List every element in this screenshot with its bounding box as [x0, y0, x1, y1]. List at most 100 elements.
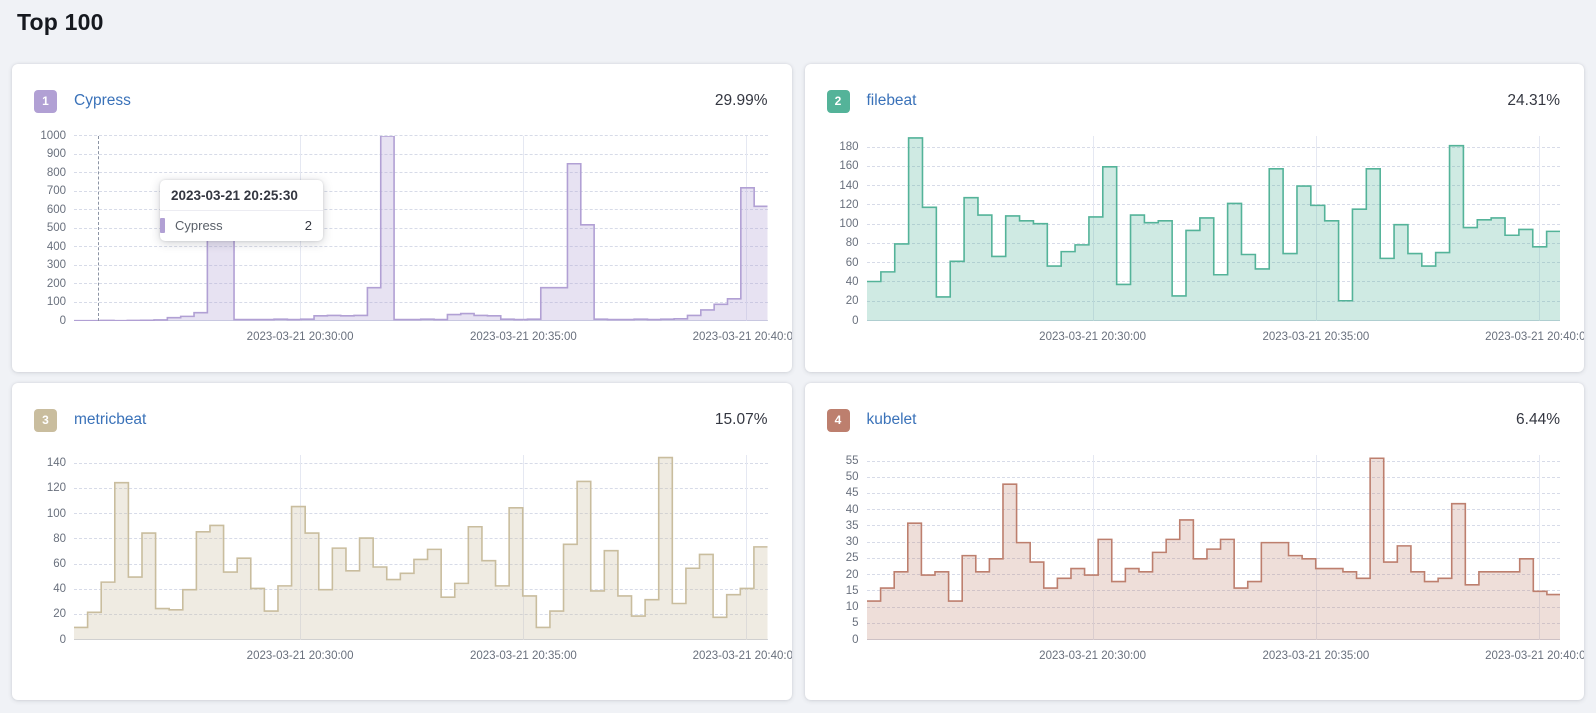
x-axis-tick-label: 2023-03-21 20:30:00	[1039, 650, 1146, 662]
grid-line-horizontal	[866, 146, 1560, 148]
y-axis-tick-label: 800	[46, 166, 66, 179]
y-axis-tick-label: 5	[852, 617, 859, 630]
y-axis-tick-label: 80	[53, 532, 66, 545]
x-axis-tick-label: 2023-03-21 20:40:00	[1485, 650, 1584, 662]
y-axis-tick-label: 40	[845, 275, 859, 288]
y-axis-tick-label: 0	[852, 633, 859, 646]
panel-header: 2 filebeat 24.31%	[826, 88, 1560, 114]
grid-line-horizontal	[74, 613, 768, 615]
grid-line-horizontal	[866, 590, 1560, 592]
percent-value: 24.31%	[1507, 92, 1560, 109]
series-name-link[interactable]: metricbeat	[74, 411, 147, 428]
grid-line-horizontal	[866, 320, 1560, 321]
panel-card: 2 filebeat 24.31% 0 20 40 60 80 100 120 140 160 1…	[804, 64, 1584, 372]
chart-area[interactable]: 2023-03-21 20:25:30 Cypress 2	[74, 135, 768, 321]
x-axis-row: 2023-03-21 20:30:00 2023-03-21 20:35:00 20…	[34, 328, 792, 348]
panel-grid: 1 Cypress 29.99% 0 100 200 300 400 500 600 700 8…	[12, 64, 1584, 700]
y-axis-tick-label: 300	[46, 258, 66, 271]
grid-line-horizontal	[74, 190, 768, 192]
grid-line-vertical	[746, 136, 747, 321]
grid-line-horizontal	[74, 227, 768, 229]
x-axis-row: 2023-03-21 20:30:00 2023-03-21 20:35:00 20…	[827, 328, 1584, 348]
y-axis-tick-label: 15	[845, 584, 859, 597]
x-axis: 2023-03-21 20:30:00 2023-03-21 20:35:00 20…	[74, 647, 792, 667]
y-axis-tick-label: 0	[59, 633, 66, 646]
grid-line-horizontal	[866, 509, 1560, 511]
y-axis-tick-label: 0	[59, 314, 66, 327]
x-axis-tick-label: 2023-03-21 20:35:00	[1262, 331, 1370, 343]
panel-card: 3 metricbeat 15.07% 0 20 40 60 80 100 120 140 2…	[12, 383, 792, 700]
y-axis-tick-label: 160	[839, 160, 859, 173]
grid-line-horizontal	[866, 476, 1560, 478]
y-axis-tick-label: 200	[46, 277, 66, 290]
panel-card: 1 Cypress 29.99% 0 100 200 300 400 500 600 700 8…	[12, 64, 792, 372]
y-axis-tick-label: 45	[845, 487, 859, 500]
step-area-chart	[866, 455, 1560, 640]
y-axis-tick-label: 700	[46, 184, 66, 197]
grid-line-horizontal	[866, 606, 1560, 608]
y-axis-tick-label: 20	[845, 568, 859, 581]
chart-area[interactable]	[866, 455, 1560, 640]
series-name-link[interactable]: Cypress	[74, 92, 131, 109]
grid-line-horizontal	[74, 320, 768, 321]
chart-area[interactable]	[866, 136, 1561, 321]
y-axis-tick-label: 1000	[40, 129, 66, 142]
grid-line-vertical	[523, 136, 525, 321]
series-outline	[867, 138, 1561, 301]
chart-area[interactable]	[74, 455, 768, 640]
grid-line-horizontal	[866, 300, 1560, 302]
tooltip-time: 2023-03-21 20:25:30	[160, 180, 323, 211]
page-title: Top 100	[17, 9, 104, 35]
y-axis-tick-label: 900	[46, 147, 66, 160]
y-axis-tick-label: 100	[46, 295, 66, 308]
grid-line-horizontal	[74, 264, 768, 266]
x-axis-tick-label: 2023-03-21 20:35:00	[469, 331, 577, 343]
grid-line-horizontal	[866, 622, 1560, 624]
percent-value: 6.44%	[1516, 411, 1560, 428]
series-name-link[interactable]: filebeat	[866, 92, 917, 109]
panel-card: 4 kubelet 6.44% 0 5 10 15 20 25 30 35 40 45 50 55 2…	[804, 383, 1584, 700]
y-axis-tick-label: 55	[845, 454, 859, 467]
grid-line-horizontal	[866, 639, 1560, 640]
series-area-fill	[74, 457, 768, 640]
x-axis-tick-label: 2023-03-21 20:30:00	[246, 331, 354, 343]
y-axis: 0 100 200 300 400 500 600 700 800 900 1000	[34, 130, 74, 326]
series-outline	[74, 136, 768, 321]
y-axis-tick-label: 80	[845, 237, 859, 250]
series-area-fill	[866, 458, 1560, 640]
rank-badge: 4	[826, 408, 850, 432]
grid-line-horizontal	[74, 301, 768, 303]
y-axis: 0 5 10 15 20 25 30 35 40 45 50 55	[827, 454, 867, 645]
x-axis-tick-label: 2023-03-21 20:35:00	[469, 650, 577, 662]
grid-line-vertical	[1538, 136, 1540, 321]
tooltip-series-label: Cypress	[175, 218, 223, 233]
chart-row: 0 5 10 15 20 25 30 35 40 45 50 55	[827, 454, 1560, 645]
grid-line-horizontal	[866, 541, 1560, 543]
grid-line-horizontal	[74, 462, 768, 464]
grid-line-horizontal	[866, 204, 1560, 206]
grid-line-vertical	[1538, 455, 1540, 640]
chart-row: 0 20 40 60 80 100 120 140 160 180	[827, 136, 1561, 326]
step-area-chart	[74, 455, 768, 640]
grid-line-vertical	[1092, 136, 1094, 321]
grid-line-horizontal	[866, 460, 1560, 462]
y-axis-tick-label: 140	[46, 457, 66, 470]
y-axis-tick-label: 50	[845, 470, 859, 483]
series-name-link[interactable]: kubelet	[866, 411, 917, 428]
y-axis-tick-label: 20	[845, 294, 859, 307]
step-area-chart	[74, 136, 768, 321]
grid-line-vertical	[1315, 455, 1317, 640]
panel-header: 3 metricbeat 15.07%	[34, 407, 768, 433]
grid-line-horizontal	[866, 574, 1560, 576]
x-axis-tick-label: 2023-03-21 20:30:00	[1039, 331, 1146, 343]
rank-badge: 1	[34, 89, 57, 113]
grid-line-vertical	[1092, 455, 1094, 640]
y-axis-tick-label: 10	[845, 600, 859, 613]
step-area-chart	[866, 136, 1561, 321]
grid-line-horizontal	[74, 135, 768, 136]
rank-badge: 2	[826, 89, 850, 113]
y-axis-tick-label: 120	[839, 198, 859, 211]
panel-header: 4 kubelet 6.44%	[826, 407, 1560, 433]
grid-line-vertical	[523, 455, 525, 640]
percent-value: 15.07%	[714, 411, 768, 428]
